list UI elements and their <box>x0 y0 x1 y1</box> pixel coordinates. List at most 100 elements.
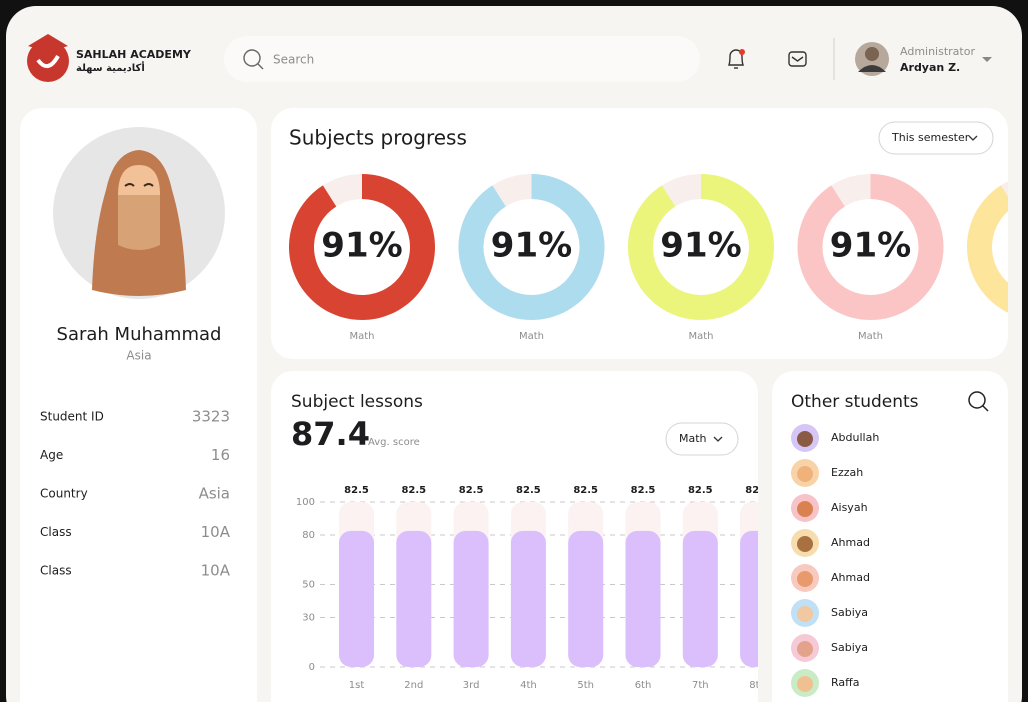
y-tick-label: 50 <box>302 580 315 591</box>
user-name: Ardyan Z. <box>900 61 960 74</box>
students-list: Abdullah Ezzah Aisyah Ahmad Ahmad Sabiya Sabiy… <box>791 424 879 697</box>
bar <box>568 530 604 667</box>
search-placeholder: Search <box>273 53 314 67</box>
logo-arabic: أكاديمية سهلة <box>76 61 145 74</box>
student-face <box>797 431 813 447</box>
donut-arc <box>288 174 435 320</box>
bar <box>625 530 661 667</box>
donut-value-label: 91% <box>830 226 911 266</box>
donut-arc <box>458 174 605 320</box>
student-name: Ezzah <box>831 466 863 479</box>
x-tick-label: 2nd <box>404 680 423 691</box>
student-name: Ahmad <box>831 536 870 549</box>
student-name: Sabiya <box>831 606 868 619</box>
notifications[interactable] <box>728 49 745 69</box>
student-row[interactable]: Raffa <box>791 669 859 697</box>
bar-value-label: 82.5 <box>745 485 770 496</box>
y-tick-label: 0 <box>309 662 315 673</box>
semester-filter-label: This semester <box>891 131 970 144</box>
bar-value-label: 82.5 <box>688 485 713 496</box>
field-label: Class <box>40 525 72 539</box>
progress-title: Subjects progress <box>289 126 467 150</box>
student-location: Asia <box>126 349 151 363</box>
student-row[interactable]: Ahmad <box>791 529 870 557</box>
student-face <box>797 676 813 692</box>
student-face <box>797 536 813 552</box>
y-tick-label: 30 <box>302 613 315 624</box>
donut-arc <box>967 174 1008 320</box>
donut-value-label: 91% <box>491 226 572 266</box>
logo-text: SAHLAH ACADEMY <box>76 48 192 61</box>
bar <box>740 530 758 667</box>
student-face <box>797 641 813 657</box>
x-tick-label: 4th <box>520 680 537 691</box>
donut-value-label: 91% <box>321 226 402 266</box>
donut-category: Math <box>858 331 883 342</box>
bar-value-label: 82.5 <box>344 485 369 496</box>
student-row[interactable]: Ezzah <box>791 459 863 487</box>
bar-value-label: 82.5 <box>401 485 426 496</box>
field-value: Asia <box>199 485 230 503</box>
students-search[interactable] <box>968 391 989 412</box>
student-face <box>797 571 813 587</box>
messages[interactable] <box>788 51 807 67</box>
student-row[interactable]: Sabiya <box>791 599 868 627</box>
bar-value-label: 82.5 <box>459 485 484 496</box>
field-value: 3323 <box>192 408 230 426</box>
bar <box>396 530 432 667</box>
user-menu[interactable]: Administrator Ardyan Z. <box>855 42 992 76</box>
donut-category: Math <box>519 331 544 342</box>
y-tick-label: 80 <box>302 530 315 541</box>
bar-value-label: 82.5 <box>573 485 598 496</box>
field-value: 10A <box>201 523 231 541</box>
bar <box>339 530 374 667</box>
student-face <box>797 466 813 482</box>
donut-arc <box>628 174 774 320</box>
user-role: Administrator <box>900 45 975 58</box>
profile-avatar <box>53 127 225 299</box>
search-bar[interactable]: Search <box>224 36 700 82</box>
y-tick-label: 100 <box>296 497 315 508</box>
field-label: Class <box>40 564 72 578</box>
donut-category: Math <box>349 331 374 342</box>
bar <box>453 530 489 667</box>
field-label: Age <box>40 448 63 462</box>
student-row[interactable]: Aisyah <box>791 494 868 522</box>
student-name: Abdullah <box>831 431 879 444</box>
donut-value-label: 91% <box>660 226 741 266</box>
student-row[interactable]: Ahmad <box>791 564 870 592</box>
field-label: Student ID <box>40 410 104 424</box>
field-label: Country <box>40 487 88 501</box>
lessons-title: Subject lessons <box>291 392 423 412</box>
x-tick-label: 8th <box>749 680 766 691</box>
x-tick-label: 5th <box>577 680 594 691</box>
subject-filter-label: Math <box>679 432 707 445</box>
student-row[interactable]: Abdullah <box>791 424 879 452</box>
students-card <box>772 371 1008 702</box>
profile-fields: Student ID 3323 Age 16 Country Asia Class 10A Cl… <box>40 408 231 580</box>
student-name: Aisyah <box>831 501 868 514</box>
student-name: Sarah Muhammad <box>57 324 222 345</box>
student-row[interactable]: Sabiya <box>791 634 868 662</box>
student-name: Ahmad <box>831 571 870 584</box>
x-tick-label: 7th <box>692 680 709 691</box>
semester-filter[interactable]: This semester <box>878 121 994 155</box>
students-title: Other students <box>791 392 919 412</box>
bar <box>682 530 718 667</box>
x-tick-label: 1st <box>349 680 365 691</box>
student-face <box>797 606 813 622</box>
avg-score-label: Avg. score <box>368 437 420 448</box>
donut-chart: 91% Math 91% Math 91% Math 91% Math <box>288 174 1008 342</box>
bar-value-label: 82.5 <box>516 485 541 496</box>
avg-score: 87.4 <box>291 415 370 453</box>
field-value: 16 <box>211 446 230 464</box>
subject-filter[interactable]: Math <box>665 422 739 456</box>
logo: SAHLAH ACADEMY أكاديمية سهلة <box>27 34 192 82</box>
student-face <box>797 501 813 517</box>
bar-value-label: 82.5 <box>631 485 656 496</box>
x-tick-label: 6th <box>635 680 652 691</box>
student-name: Sabiya <box>831 641 868 654</box>
field-value: 10A <box>201 562 231 580</box>
